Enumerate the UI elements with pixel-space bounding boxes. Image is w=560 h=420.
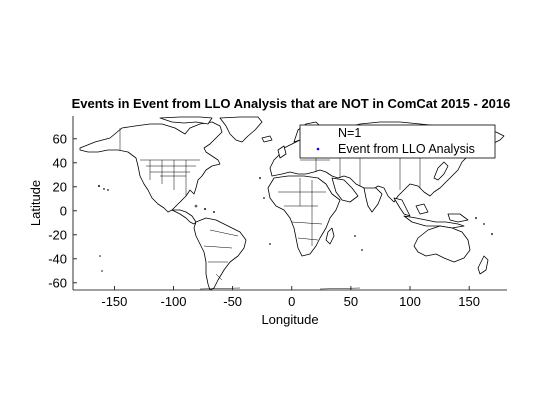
x-tick-label: -50 [223,294,242,309]
x-ticks: -150 -100 -50 0 50 100 150 [101,286,480,309]
x-tick-label: 100 [399,294,421,309]
land-antarctica-edge [199,287,361,290]
land-africa [267,175,341,257]
islands [97,177,493,272]
y-tick-label: -60 [48,275,67,290]
land-madagascar [325,227,335,245]
legend-label-event: Event from LLO Analysis [338,142,475,156]
y-tick-label: 0 [60,203,67,218]
land-borneo [415,203,429,215]
y-tick-label: 60 [53,131,67,146]
land-central-america [171,209,197,225]
y-tick-label: 20 [53,179,67,194]
land-new-guinea [447,213,469,223]
x-tick-label: -100 [161,294,187,309]
land-south-america [193,217,247,291]
land-india [363,187,383,213]
y-tick-label: -40 [48,251,67,266]
legend: N=1 Event from LLO Analysis [299,124,496,159]
y-axis-label: Latitude [28,180,43,226]
country-borders [119,128,440,281]
x-tick-label: -150 [101,294,127,309]
land-arabia [331,177,359,203]
land-southeast-asia [393,197,411,217]
legend-marker-event [316,147,320,151]
legend-box [299,124,496,159]
land-new-zealand [477,255,489,275]
legend-label-n: N=1 [338,126,361,140]
land-australia [413,225,471,263]
land-north-america [79,121,223,213]
chart-title: Events in Event from LLO Analysis that a… [72,96,511,111]
x-tick-label: 50 [344,294,358,309]
land-japan [433,161,449,181]
y-tick-label: -20 [48,227,67,242]
land-iceland [261,135,273,143]
land-greenland [219,116,263,143]
land-uk [277,145,287,159]
x-tick-label: 150 [458,294,480,309]
x-tick-label: 0 [288,294,295,309]
land-arctic-islands [159,116,213,125]
y-ticks: -60 -40 -20 0 20 40 60 [48,131,77,290]
land-indonesia [403,215,465,229]
y-tick-label: 40 [53,155,67,170]
x-axis-label: Longitude [261,312,318,327]
